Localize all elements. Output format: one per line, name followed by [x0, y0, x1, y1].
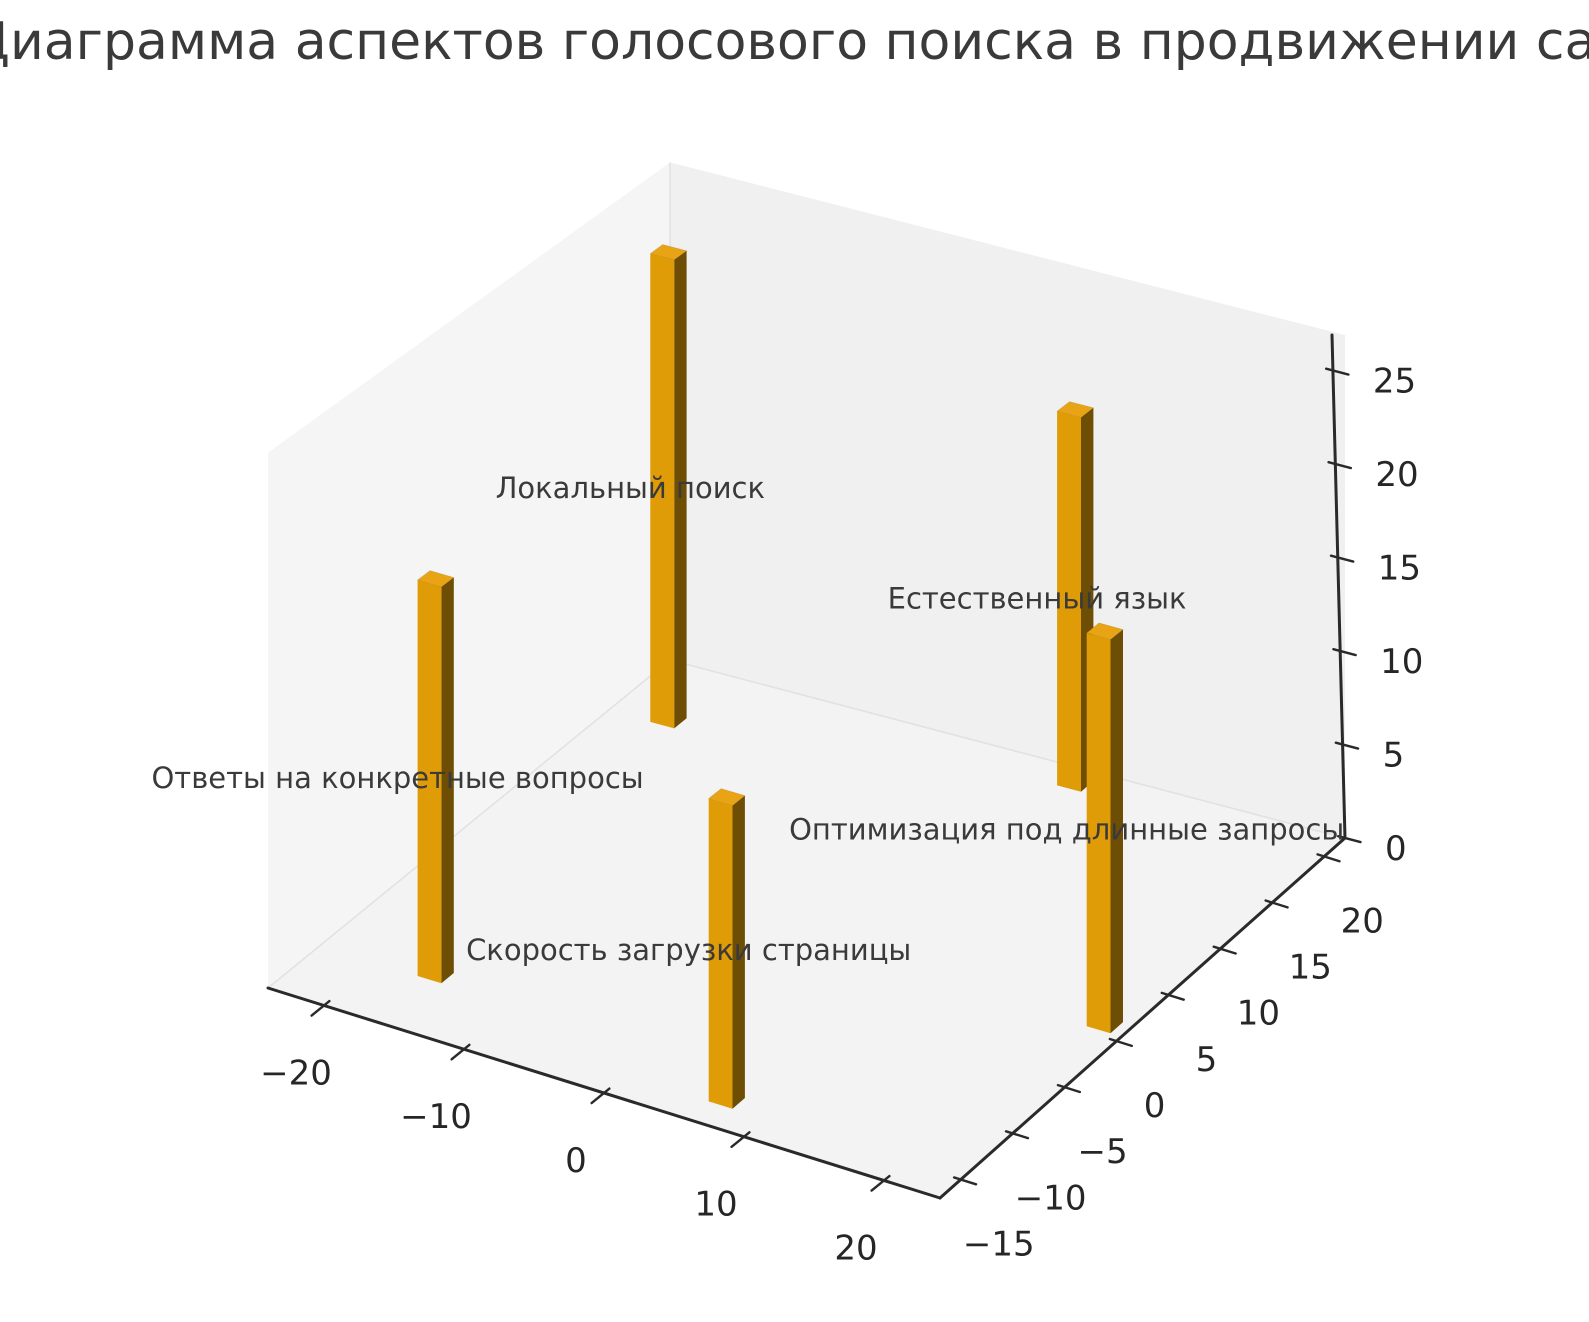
pane-floor	[268, 660, 1345, 1198]
x-tick-label: 0	[565, 1141, 587, 1181]
bar-label-0: Локальный поиск	[496, 471, 765, 505]
y-tick	[1264, 899, 1289, 909]
y-axis-spine	[938, 836, 1347, 1200]
x-tick	[310, 999, 331, 1017]
z-tick-label: 20	[1375, 455, 1418, 495]
bar-label-2: Скорость загрузки страницы	[466, 933, 911, 967]
y-tick	[1056, 1083, 1082, 1094]
y-tick-label: 15	[1289, 948, 1332, 988]
pane-right-wall	[670, 162, 1345, 838]
y-tick-label: 5	[1196, 1040, 1218, 1080]
z-tick	[1334, 741, 1360, 750]
z-tick-label: 15	[1378, 548, 1421, 588]
y-tick	[1160, 991, 1185, 1001]
z-tick	[1324, 367, 1350, 376]
bar-top-face	[416, 570, 455, 588]
bar-label-3: Естественный язык	[888, 581, 1187, 615]
bar-side-face	[441, 577, 454, 984]
z-tick	[1327, 461, 1353, 470]
y-tick	[1108, 1037, 1134, 1048]
y-tick	[1212, 945, 1237, 955]
bar-top-face	[1056, 401, 1095, 418]
z-tick	[1337, 835, 1362, 844]
z-tick-label: 25	[1373, 361, 1416, 401]
y-tick-label: −10	[1015, 1178, 1087, 1218]
bar-top-face	[1085, 622, 1124, 640]
z-axis-spine	[1330, 333, 1347, 840]
bar-front-face	[417, 580, 442, 984]
bar-column-1	[416, 570, 455, 984]
y-tick-label: 10	[1237, 994, 1280, 1034]
bar-label-4: Оптимизация под длинные запросы	[789, 813, 1344, 847]
y-tick-label: −5	[1078, 1132, 1128, 1172]
bar-front-face	[1057, 411, 1081, 792]
bar-column-4	[1085, 622, 1124, 1034]
x-tick	[590, 1087, 611, 1105]
y-tick-label: 0	[1144, 1086, 1166, 1126]
y-tick-label: −15	[963, 1224, 1035, 1264]
edge-floor-back	[669, 659, 1346, 839]
bar-side-face	[1110, 629, 1123, 1034]
x-tick-label: −20	[260, 1053, 332, 1093]
edge-floor-left	[267, 659, 671, 989]
bar-top-face	[707, 788, 746, 807]
z-tick-label: 0	[1385, 829, 1407, 869]
x-tick	[870, 1174, 891, 1192]
bar-column-2	[707, 788, 746, 1109]
x-tick	[450, 1043, 471, 1061]
bar-label-1: Ответы на конкретные вопросы	[151, 761, 643, 795]
x-tick-label: −10	[400, 1097, 472, 1137]
z-tick	[1332, 648, 1357, 657]
chart-title: 3D Диаграмма аспектов голосового поиска …	[0, 12, 1589, 72]
y-tick	[1004, 1130, 1030, 1140]
bar-column-0	[649, 244, 688, 729]
pane-left-wall	[268, 162, 670, 988]
bar-front-face	[708, 798, 733, 1109]
x-tick	[730, 1131, 751, 1149]
bar-front-face	[1086, 632, 1111, 1034]
z-tick	[1329, 554, 1355, 563]
z-tick-label: 5	[1383, 735, 1405, 775]
bar-front-face	[650, 253, 675, 729]
bar-top-face	[649, 244, 688, 261]
bar-side-face	[674, 250, 687, 729]
x-tick-label: 10	[694, 1185, 737, 1225]
bar-side-face	[732, 795, 745, 1109]
y-tick	[952, 1176, 978, 1186]
y-tick	[1316, 853, 1341, 863]
x-tick-label: 20	[834, 1228, 877, 1268]
z-tick-label: 10	[1380, 642, 1423, 682]
y-tick-label: 20	[1341, 901, 1384, 941]
